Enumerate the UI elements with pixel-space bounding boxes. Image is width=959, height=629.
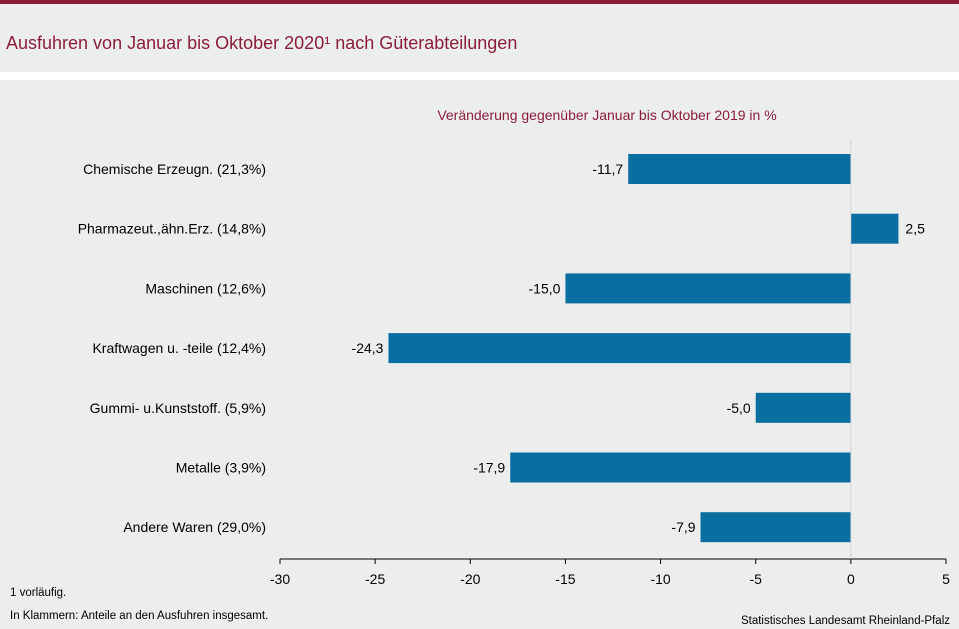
x-axis: -30 -25 -20 -15 -10 -5 0 5: [270, 140, 950, 587]
bars-layer: Chemische Erzeugn. (21,3%) -11,7 Pharmazeu…: [78, 154, 925, 543]
category-label: Maschinen (12,6%): [145, 280, 266, 296]
chart-title: Ausfuhren von Januar bis Oktober 2020¹ n…: [6, 33, 518, 53]
chart-subtitle: Veränderung gegenüber Januar bis Oktober…: [437, 107, 776, 123]
category-label: Pharmazeut.,ähn.Erz. (14,8%): [78, 221, 266, 237]
title-band: Ausfuhren von Januar bis Oktober 2020¹ n…: [0, 4, 959, 72]
x-tick-label: -5: [749, 571, 762, 587]
x-tick-label: 0: [847, 571, 855, 587]
category-label: Metalle (3,9%): [176, 460, 266, 476]
bar: [510, 452, 851, 483]
bar: [388, 333, 851, 364]
source-credit: Statistisches Landesamt Rheinland-Pfalz: [741, 615, 950, 627]
bar: [755, 392, 851, 423]
data-label: -17,9: [473, 460, 505, 476]
footnote-shares: In Klammern: Anteile an den Ausfuhren in…: [10, 610, 268, 622]
category-label: Chemische Erzeugn. (21,3%): [83, 161, 266, 177]
data-label: 2,5: [905, 221, 925, 237]
category-label: Kraftwagen u. -teile (12,4%): [92, 340, 266, 356]
bar: [628, 154, 851, 184]
x-tick-label: -15: [555, 571, 575, 587]
data-label: -7,9: [671, 519, 695, 535]
data-label: -15,0: [529, 280, 561, 296]
x-tick-label: -20: [460, 571, 480, 587]
bar: [565, 273, 851, 304]
category-label: Gummi- u.Kunststoff. (5,9%): [90, 400, 266, 416]
x-tick-label: -10: [650, 571, 670, 587]
top-accent-rule: [0, 0, 959, 4]
data-label: -24,3: [352, 340, 384, 356]
category-label: Andere Waren (29,0%): [123, 519, 266, 535]
data-label: -5,0: [727, 400, 751, 416]
chart-area: Veränderung gegenüber Januar bis Oktober…: [0, 80, 959, 629]
x-tick-label: -30: [270, 571, 290, 587]
bar: [700, 512, 851, 543]
bar-chart: Veränderung gegenüber Januar bis Oktober…: [10, 107, 950, 627]
footnote-preliminary: 1 vorläufig.: [10, 587, 66, 599]
x-tick-label: -25: [365, 571, 385, 587]
bar: [850, 213, 899, 244]
x-tick-label: 5: [942, 571, 950, 587]
data-label: -11,7: [592, 161, 623, 177]
